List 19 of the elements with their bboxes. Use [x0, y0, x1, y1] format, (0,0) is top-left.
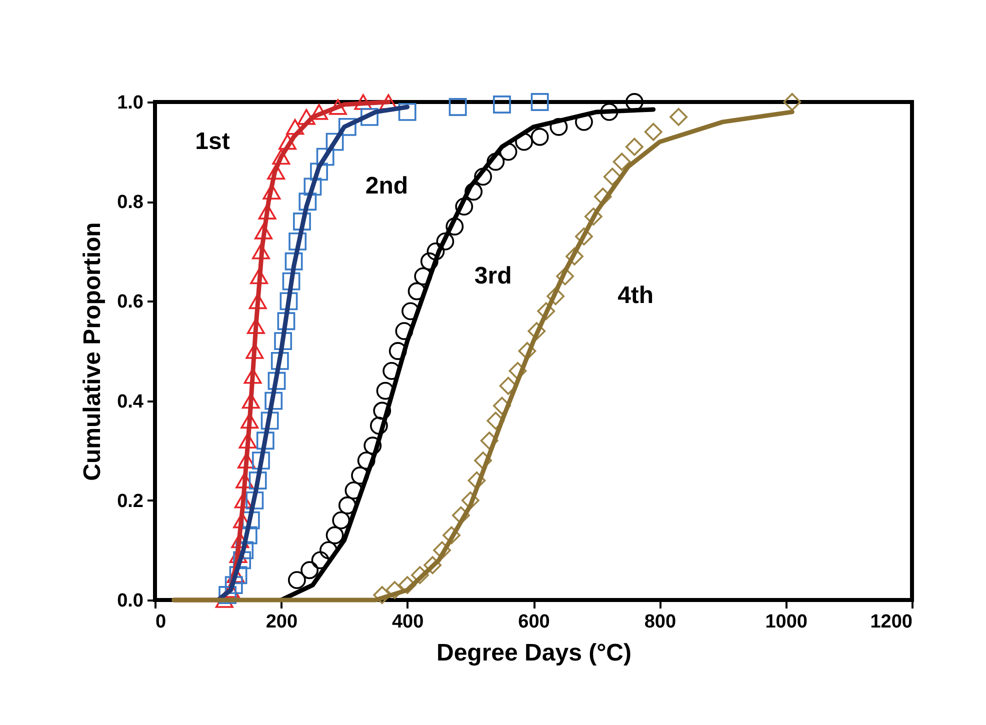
series-label: 1st: [195, 128, 230, 155]
x-tick-label: 400: [392, 612, 424, 632]
y-tick-label: 0.2: [117, 490, 144, 512]
y-tick-label: 1.0: [117, 92, 144, 114]
series-label: 2nd: [365, 172, 408, 200]
y-tick-label: 0.0: [117, 590, 144, 612]
series-label: 3rd: [474, 262, 512, 290]
x-tick-label: 0: [156, 612, 166, 632]
x-tick-label: 1000: [765, 612, 808, 632]
y-axis-title: Cumulative Proportion: [79, 222, 106, 481]
x-tick-label: 1200: [870, 612, 912, 632]
x-tick-label: 800: [644, 612, 676, 632]
x-tick-label: 600: [518, 612, 550, 632]
x-axis-title: Degree Days (°C): [436, 640, 632, 666]
y-tick-label: 0.4: [117, 391, 144, 412]
series-label: 4th: [618, 282, 654, 310]
y-tick-label: 0.6: [117, 292, 144, 313]
y-tick-label: 0.8: [117, 192, 144, 214]
x-tick-label: 200: [266, 612, 298, 632]
